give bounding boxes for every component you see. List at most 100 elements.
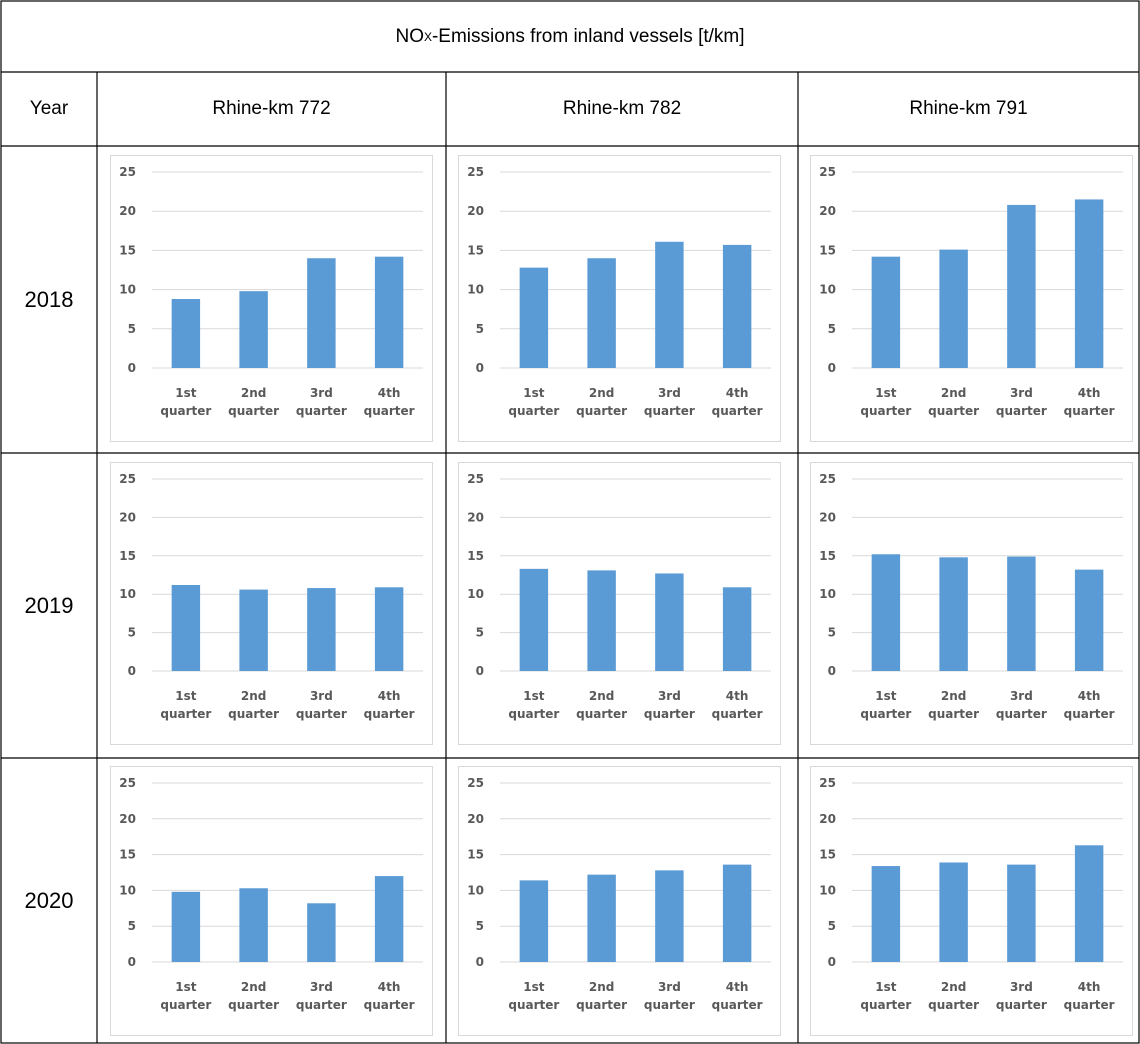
y-tick-label: 10 [819,283,836,297]
year-label-2019: 2019 [24,592,74,618]
bar [374,587,404,671]
category-label: quarter [712,998,763,1012]
y-tick-label: 15 [467,243,484,257]
chart-2019-km791: 0 5 10 15 20 25 1st quarter 2nd quarter 3rd quarter… [810,462,1133,745]
category-label: 1st [175,386,196,400]
chart-2019-km772: 0 5 10 15 20 25 1st quarter 2nd quarter 3rd quarter… [110,462,433,745]
y-tick-label: 5 [828,919,836,933]
category-label: 4th [1078,980,1101,994]
category-label: 1st [875,689,896,703]
bar [1074,569,1104,671]
category-label: quarter [860,404,911,418]
y-tick-label: 15 [119,848,136,862]
bar [307,903,336,962]
bar [1007,556,1036,671]
year-label-2020: 2020 [24,887,74,913]
y-tick-label: 0 [476,664,484,678]
category-label: quarter [996,404,1047,418]
y-tick-label: 5 [476,626,484,640]
category-label: quarter [508,404,559,418]
category-label: quarter [928,998,979,1012]
category-label: 1st [523,386,544,400]
y-tick-label: 0 [128,361,136,375]
category-label: quarter [576,707,627,721]
bar-chart-svg: 0 5 10 15 20 25 1st quarter 2nd quarter 3rd quarter… [458,462,781,745]
category-label: quarter [860,998,911,1012]
y-tick-label: 20 [819,204,836,218]
bar [171,891,201,962]
bar [374,876,404,962]
y-tick-label: 5 [476,919,484,933]
category-label: 3rd [1010,980,1033,994]
category-label: quarter [928,707,979,721]
y-tick-label: 0 [128,955,136,969]
y-tick-label: 0 [476,955,484,969]
bar [871,866,901,962]
category-label: quarter [160,998,211,1012]
y-tick-label: 20 [467,510,484,524]
category-label: quarter [508,707,559,721]
category-label: quarter [712,707,763,721]
category-label: quarter [160,707,211,721]
category-label: 3rd [310,980,333,994]
y-tick-label: 5 [828,322,836,336]
bar [239,291,268,368]
y-tick-label: 25 [467,472,484,486]
bar-chart-svg: 0 5 10 15 20 25 1st quarter 2nd quarter 3rd quarter… [810,766,1133,1036]
category-label: quarter [508,998,559,1012]
category-label: 2nd [241,689,266,703]
category-label: 3rd [1010,386,1033,400]
category-label: 2nd [941,386,966,400]
bar [871,256,901,368]
category-label: 2nd [589,386,614,400]
category-label: 3rd [310,386,333,400]
y-tick-label: 25 [819,776,836,790]
category-label: quarter [644,404,695,418]
category-label: quarter [364,707,415,721]
y-tick-label: 15 [819,848,836,862]
category-label: 3rd [310,689,333,703]
y-tick-label: 15 [819,243,836,257]
chart-2020-km791: 0 5 10 15 20 25 1st quarter 2nd quarter 3rd quarter… [810,766,1133,1036]
category-label: 2nd [589,980,614,994]
y-tick-label: 15 [467,848,484,862]
y-tick-label: 20 [467,812,484,826]
year-label-2018: 2018 [24,286,74,312]
y-tick-label: 0 [828,955,836,969]
category-label: quarter [644,998,695,1012]
category-label: 1st [175,689,196,703]
y-tick-label: 10 [467,283,484,297]
bar-chart-svg: 0 5 10 15 20 25 1st quarter 2nd quarter 3rd quarter… [810,462,1133,745]
table-title: NO X -Emissions from inland vessels [t/km] [1,1,1139,72]
header-column-772: Rhine-km 772 [212,98,331,119]
y-tick-label: 20 [119,204,136,218]
y-tick-label: 5 [128,919,136,933]
bar [939,249,968,368]
y-tick-label: 25 [119,472,136,486]
y-tick-label: 15 [467,549,484,563]
category-label: quarter [364,998,415,1012]
bar [722,244,752,368]
bar [1074,199,1104,368]
bar [374,256,404,368]
bar [587,258,616,368]
category-label: 4th [378,980,401,994]
category-label: quarter [712,404,763,418]
bar [239,589,268,671]
bar-chart-svg: 0 5 10 15 20 25 1st quarter 2nd quarter 3rd quarter… [110,462,433,745]
y-tick-label: 20 [819,812,836,826]
category-label: quarter [296,707,347,721]
category-label: quarter [996,998,1047,1012]
chart-2020-km772: 0 5 10 15 20 25 1st quarter 2nd quarter 3rd quarter… [110,766,433,1036]
y-tick-label: 0 [828,664,836,678]
bar [587,874,616,962]
y-tick-label: 5 [828,626,836,640]
category-label: quarter [860,707,911,721]
title-subscript: X [423,29,432,44]
chart-2019-km782: 0 5 10 15 20 25 1st quarter 2nd quarter 3rd quarter… [458,462,781,745]
y-tick-label: 10 [119,587,136,601]
y-tick-label: 15 [819,549,836,563]
category-label: 3rd [658,689,681,703]
category-label: quarter [1064,707,1115,721]
category-label: 3rd [658,386,681,400]
